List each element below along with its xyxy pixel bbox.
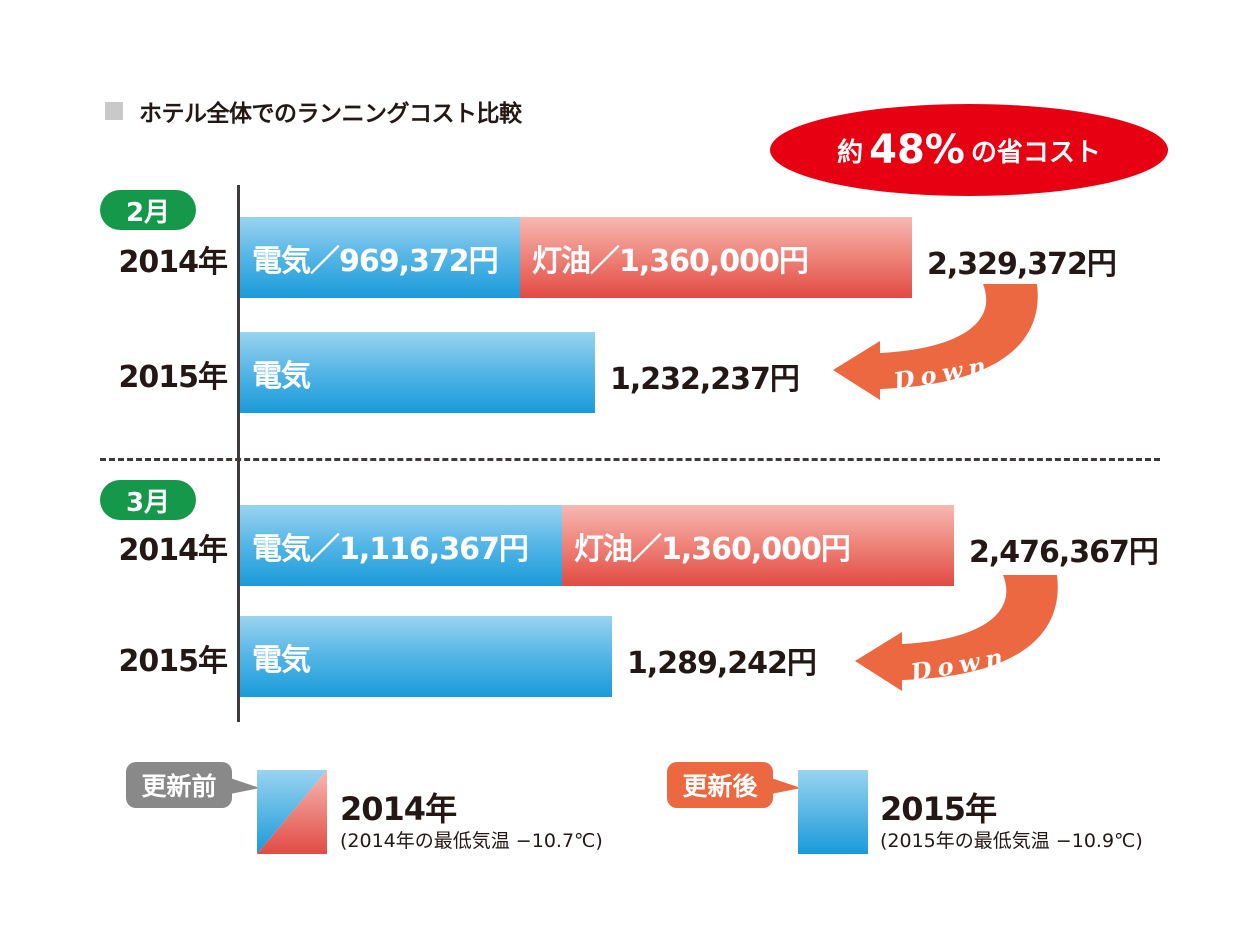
legend-before-year: 2014年 xyxy=(340,790,457,828)
chart-title-row: ホテル全体でのランニングコスト比較 xyxy=(105,94,522,128)
kerosene-bar: 灯油／1,360,000円 xyxy=(520,217,912,298)
savings-prefix: 約 xyxy=(837,137,864,168)
down-arrow-mar: Down xyxy=(855,575,1058,691)
year-label: 2015年 xyxy=(118,644,229,679)
total-label: 1,232,237円 xyxy=(610,362,800,397)
legend-before-note: (2014年の最低気温 −10.7℃) xyxy=(340,830,603,852)
total-label: 2,329,372円 xyxy=(927,247,1117,282)
month-badge: 3月 xyxy=(100,480,196,520)
chart-axis-line xyxy=(237,185,240,722)
legend-before-swatch xyxy=(257,770,327,854)
electricity-bar: 電気／969,372円 xyxy=(240,217,520,298)
month-divider xyxy=(100,458,1160,461)
legend-after-year: 2015年 xyxy=(880,790,997,828)
down-arrow-feb-shape xyxy=(833,284,1038,400)
legend-after-note: (2015年の最低気温 −10.9℃) xyxy=(880,830,1143,852)
legend-before-callout-text: 更新前 xyxy=(141,772,217,801)
legend-after-callout-text: 更新後 xyxy=(682,772,758,801)
kerosene-bar: 灯油／1,360,000円 xyxy=(562,505,954,586)
savings-badge: 約 48% の省コスト xyxy=(770,104,1168,196)
legend-after-swatch xyxy=(798,770,868,854)
bar-label: 電気／1,116,367円 xyxy=(252,531,529,567)
total-label: 2,476,367円 xyxy=(969,535,1159,570)
total-label: 1,289,242円 xyxy=(627,646,817,681)
bar-label: 灯油／1,360,000円 xyxy=(574,531,851,567)
savings-suffix: の省コスト xyxy=(970,137,1101,168)
year-label: 2014年 xyxy=(118,245,229,280)
bar-label: 電気 xyxy=(252,642,311,678)
chart-title: ホテル全体でのランニングコスト比較 xyxy=(139,101,522,127)
bar-label: 電気 xyxy=(252,358,311,394)
electricity-bar: 電気 xyxy=(240,616,612,697)
electricity-bar: 電気／1,116,367円 xyxy=(240,505,562,586)
legend-before-pointer-icon xyxy=(230,778,260,794)
title-marker-icon xyxy=(105,102,123,120)
legend-after-callout: 更新後 xyxy=(667,762,773,808)
bar-label: 電気／969,372円 xyxy=(252,243,499,279)
legend-after-pointer-icon xyxy=(771,778,801,794)
year-label: 2014年 xyxy=(118,533,229,568)
electricity-bar: 電気 xyxy=(240,332,595,413)
year-label: 2015年 xyxy=(118,360,229,395)
month-badge: 2月 xyxy=(100,190,196,230)
savings-percent: 48% xyxy=(869,127,965,173)
bar-label: 灯油／1,360,000円 xyxy=(532,243,809,279)
legend-before-callout: 更新前 xyxy=(126,762,232,808)
down-arrow-feb: Down xyxy=(833,284,1038,400)
down-arrow-mar-shape xyxy=(855,575,1058,691)
